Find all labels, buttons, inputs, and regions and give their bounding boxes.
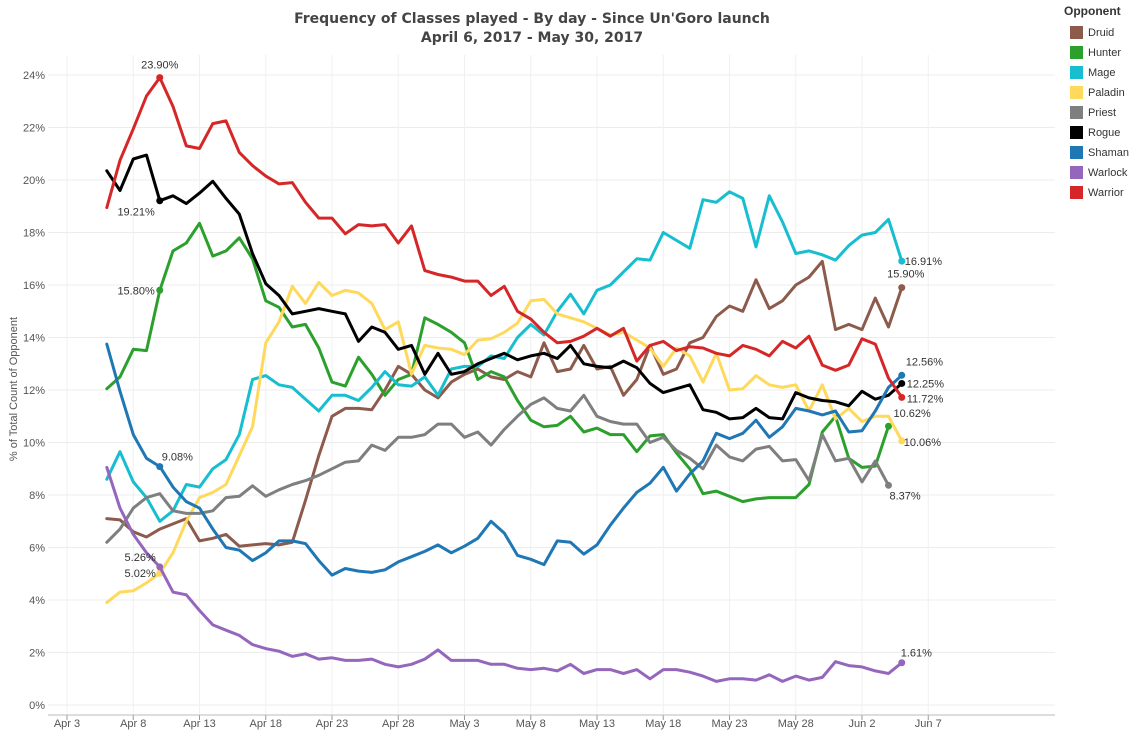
y-axis-label: % of Total Count of Opponent <box>8 317 20 461</box>
series-line-priest <box>105 393 890 544</box>
data-label-warlock: 1.61% <box>901 648 932 660</box>
endpoint-marker-priest <box>885 481 892 489</box>
endpoint-marker-warlock <box>898 659 906 667</box>
x-tick-label: Apr 8 <box>120 718 146 730</box>
point-marker-hunter <box>156 286 164 294</box>
y-tick-label: 10% <box>23 438 45 450</box>
y-tick-label: 8% <box>29 490 45 502</box>
legend-label-rogue: Rogue <box>1088 127 1120 139</box>
point-marker-warrior <box>156 74 164 82</box>
data-label-mage: 16.91% <box>905 256 943 268</box>
y-tick-label: 18% <box>23 228 45 240</box>
y-tick-label: 14% <box>23 333 45 345</box>
data-label-paladin: 5.02% <box>125 568 156 580</box>
legend-title: Opponent <box>1064 4 1121 18</box>
x-tick-label: May 3 <box>450 718 480 730</box>
x-tick-label: Jun 2 <box>849 718 876 730</box>
series-line-shaman <box>105 342 904 577</box>
legend-label-paladin: Paladin <box>1088 87 1125 99</box>
x-tick-label: Apr 13 <box>183 718 215 730</box>
endpoint-marker-mage <box>898 257 906 265</box>
x-tick-label: Jun 7 <box>915 718 942 730</box>
endpoint-marker-shaman <box>898 371 906 379</box>
legend-swatch-rogue <box>1070 126 1083 139</box>
legend[interactable]: Opponent Druid Hunter Mage Paladin Priest Rog… <box>1064 4 1129 199</box>
data-label-hunter: 15.80% <box>117 285 155 297</box>
legend-swatch-hunter <box>1070 46 1083 59</box>
endpoint-marker-paladin <box>898 437 906 445</box>
data-labels: 15.80% 10.62% 16.91% 5.02% 10.06% 8.37% 19.21%… <box>117 60 944 660</box>
x-tick-label: Apr 18 <box>250 718 282 730</box>
y-tick-label: 2% <box>29 648 45 660</box>
data-label-warlock: 5.26% <box>125 552 156 564</box>
endpoint-marker-druid <box>898 284 906 292</box>
data-label-shaman: 12.56% <box>906 356 944 368</box>
x-tick-label: Apr 3 <box>54 718 80 730</box>
legend-swatch-mage <box>1070 66 1083 79</box>
y-tick-label: 16% <box>23 280 45 292</box>
point-marker-warlock <box>156 563 164 571</box>
x-tick-label: May 13 <box>579 718 615 730</box>
y-tick-label: 22% <box>23 123 45 135</box>
x-tick-label: May 23 <box>711 718 747 730</box>
series-line-warlock <box>105 465 904 683</box>
series-lines <box>105 74 906 683</box>
x-tick-label: May 18 <box>645 718 681 730</box>
grid-lines <box>48 55 1055 720</box>
legend-swatch-warlock <box>1070 166 1083 179</box>
x-tick-label: May 28 <box>778 718 814 730</box>
point-marker-shaman <box>156 463 164 471</box>
endpoint-marker-hunter <box>885 422 892 430</box>
legend-swatch-druid <box>1070 26 1083 39</box>
legend-label-warrior: Warrior <box>1088 187 1124 199</box>
data-label-paladin: 10.06% <box>904 437 942 449</box>
series-line-warrior <box>105 76 904 399</box>
x-tick-label: Apr 28 <box>382 718 414 730</box>
data-label-warrior: 11.72% <box>907 393 944 405</box>
y-tick-labels: 0% 2% 4% 6% 8% 10% 12% 14% 16% 18% 20% 22% 24% <box>23 70 45 712</box>
chart-subtitle: April 6, 2017 - May 30, 2017 <box>421 30 643 46</box>
point-marker-rogue <box>156 197 164 205</box>
y-tick-label: 20% <box>23 175 45 187</box>
legend-label-druid: Druid <box>1088 27 1114 39</box>
series-line-rogue <box>105 153 904 421</box>
y-tick-label: 4% <box>29 595 45 607</box>
data-label-rogue: 12.25% <box>907 378 945 390</box>
y-tick-label: 24% <box>23 70 45 82</box>
legend-swatch-warrior <box>1070 186 1083 199</box>
y-tick-label: 12% <box>23 385 45 397</box>
endpoint-marker-rogue <box>898 379 906 387</box>
legend-label-hunter: Hunter <box>1088 47 1121 59</box>
legend-label-warlock: Warlock <box>1088 167 1128 179</box>
series-line-druid <box>105 259 904 548</box>
legend-label-mage: Mage <box>1088 67 1116 79</box>
data-label-rogue: 19.21% <box>117 207 155 219</box>
series-line-paladin <box>105 280 904 605</box>
legend-label-shaman: Shaman <box>1088 147 1129 159</box>
series-line-hunter <box>105 221 890 504</box>
data-label-priest: 8.37% <box>890 490 921 502</box>
legend-swatch-paladin <box>1070 86 1083 99</box>
legend-label-priest: Priest <box>1088 107 1116 119</box>
y-tick-label: 6% <box>29 543 45 555</box>
legend-swatch-shaman <box>1070 146 1083 159</box>
x-tick-label: Apr 23 <box>316 718 348 730</box>
series-line-mage <box>105 190 904 523</box>
data-label-shaman: 9.08% <box>162 452 193 464</box>
data-label-druid: 15.90% <box>887 269 925 281</box>
endpoint-marker-warrior <box>898 393 906 401</box>
y-tick-label: 0% <box>29 700 45 712</box>
chart-title: Frequency of Classes played - By day - S… <box>294 11 770 27</box>
data-label-hunter: 10.62% <box>894 408 932 420</box>
x-tick-labels: Apr 3 Apr 8 Apr 13 Apr 18 Apr 23 Apr 28 May 3 M… <box>54 718 942 730</box>
data-label-warrior: 23.90% <box>141 60 179 72</box>
x-tick-label: May 8 <box>516 718 546 730</box>
legend-swatch-priest <box>1070 106 1083 119</box>
